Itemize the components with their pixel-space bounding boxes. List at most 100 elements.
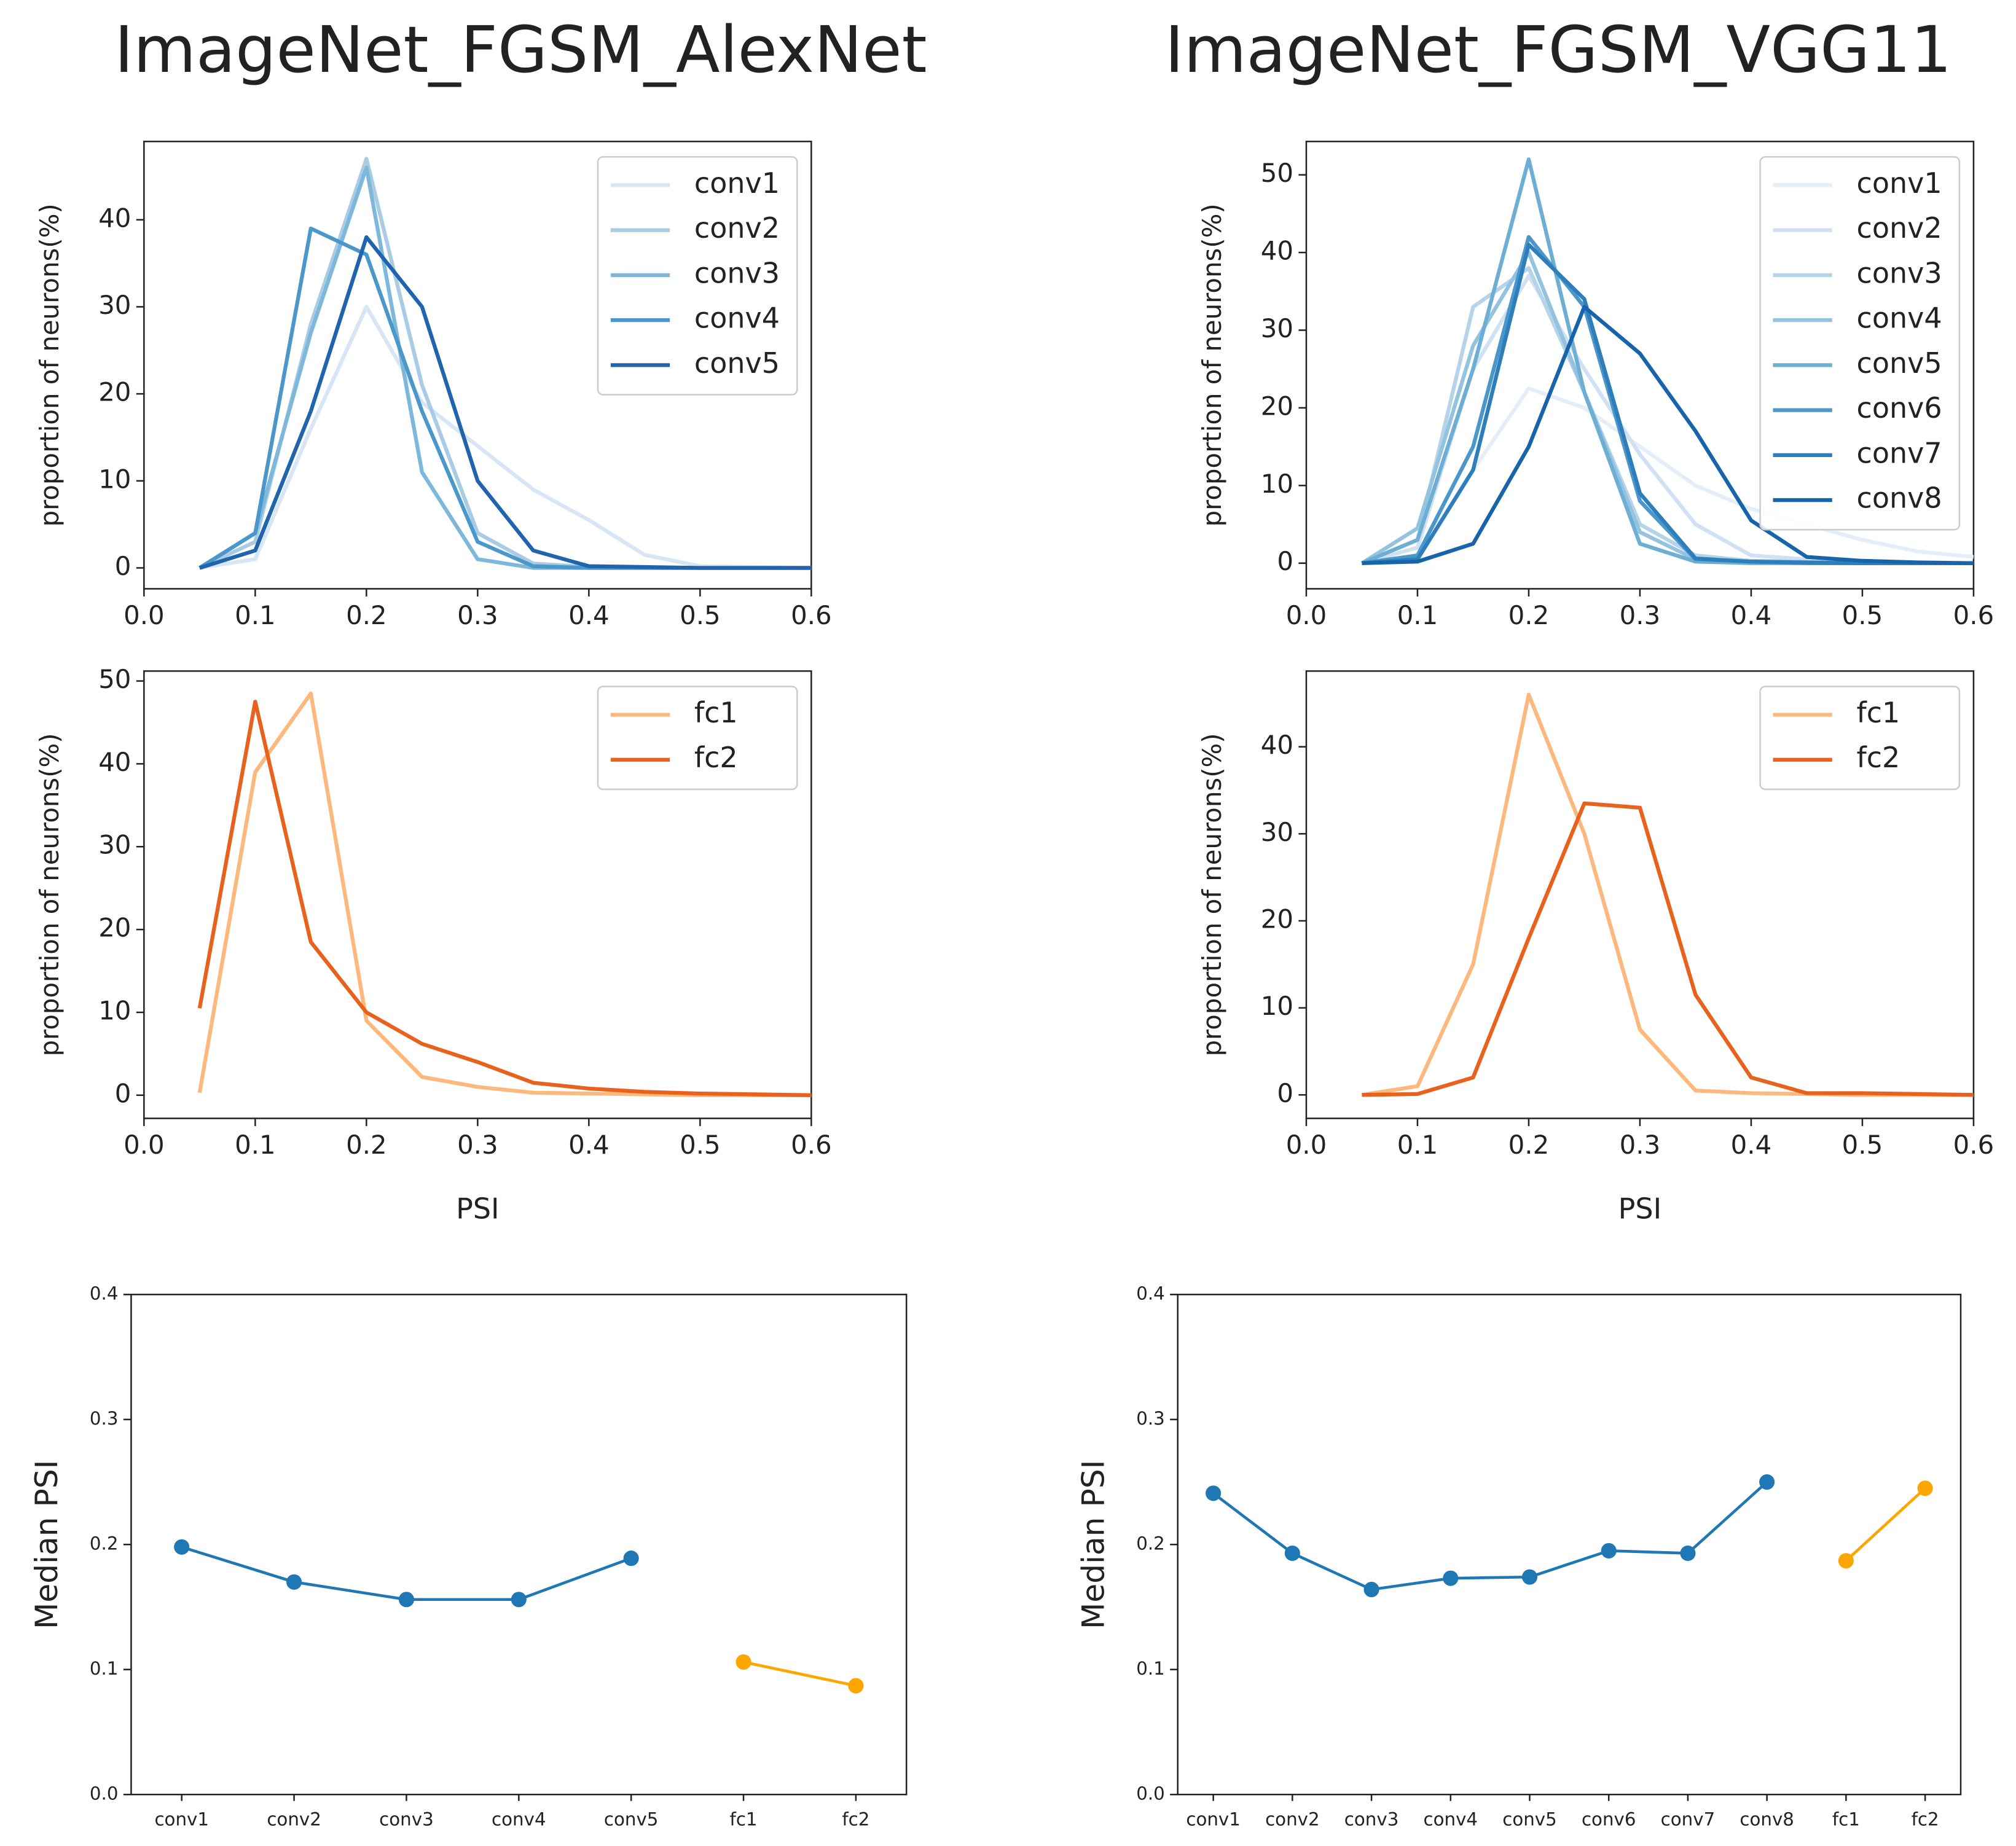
legend-label: conv5: [694, 346, 780, 380]
x-tick-label: conv4: [1424, 1809, 1478, 1830]
point: [1206, 1485, 1222, 1501]
x-tick-label: 0.1: [1397, 1130, 1438, 1160]
series-line: [1362, 305, 1974, 565]
point: [1521, 1569, 1538, 1585]
y-tick-label: 0.1: [1136, 1658, 1165, 1679]
point: [398, 1592, 415, 1608]
legend-label: conv8: [1857, 482, 1942, 515]
x-tick-label: conv1: [154, 1809, 209, 1830]
y-tick-label: 50: [98, 664, 131, 694]
legend-label: conv3: [1857, 256, 1942, 289]
x-tick-label: 0.6: [791, 1130, 832, 1160]
y-axis-label: proportion of neurons(%): [34, 203, 65, 526]
y-tick-label: 0: [115, 551, 131, 581]
legend-label: conv2: [1857, 211, 1942, 244]
x-tick-label: conv3: [1344, 1809, 1399, 1830]
x-tick-label: conv5: [1502, 1809, 1557, 1830]
y-tick-label: 0: [1277, 546, 1293, 576]
y-tick-label: 40: [1261, 730, 1293, 760]
legend-frame: [597, 686, 798, 791]
x-tick-label: conv5: [604, 1809, 659, 1830]
y-tick-label: 0.3: [90, 1408, 119, 1429]
legend-label: fc2: [694, 741, 738, 774]
legend-label: fc1: [1857, 696, 1900, 729]
point: [1601, 1543, 1617, 1559]
point: [848, 1678, 864, 1694]
x-tick-label: conv6: [1582, 1809, 1636, 1830]
x-tick-label: 0.1: [1397, 600, 1438, 630]
legend-label: fc2: [1857, 741, 1900, 774]
x-tick-label: fc1: [730, 1809, 758, 1830]
x-tick-label: 0.5: [1842, 600, 1883, 630]
x-tick-label: 0.6: [1953, 1130, 1994, 1160]
point: [1284, 1545, 1300, 1562]
x-tick-label: conv7: [1661, 1809, 1716, 1830]
x-tick-label: 0.4: [1731, 1130, 1772, 1160]
series-line: [1845, 1487, 1926, 1562]
point: [1759, 1474, 1775, 1490]
x-tick-label: conv2: [267, 1809, 321, 1830]
point: [1443, 1570, 1459, 1586]
point: [735, 1654, 751, 1670]
legend-label: conv4: [694, 302, 780, 335]
x-tick-label: 0.0: [1286, 1130, 1327, 1160]
series-line: [1212, 1480, 1768, 1591]
y-axis-label: proportion of neurons(%): [1197, 733, 1227, 1056]
y-tick-label: 50: [1261, 158, 1293, 188]
y-tick-label: 0.3: [1136, 1408, 1165, 1429]
x-tick-label: 0.4: [568, 1130, 610, 1160]
y-tick-label: 0: [1277, 1078, 1293, 1108]
x-tick-label: 0.5: [1842, 1130, 1883, 1160]
x-axis-label: PSI: [456, 1192, 500, 1226]
series-line: [1362, 801, 1974, 1097]
y-tick-label: 20: [1261, 391, 1293, 421]
x-tick-label: conv8: [1739, 1809, 1794, 1830]
y-tick-label: 0.2: [90, 1533, 119, 1554]
y-axis-label: proportion of neurons(%): [34, 733, 65, 1056]
x-axis-label: PSI: [1618, 1192, 1662, 1226]
y-tick-label: 40: [1261, 236, 1293, 266]
legend-label: conv2: [694, 211, 780, 244]
y-tick-label: 30: [98, 830, 131, 860]
y-tick-label: 20: [1261, 904, 1293, 934]
chart-title: ImageNet_FGSM_VGG11: [1165, 12, 1952, 87]
y-axis-label: Median PSI: [28, 1460, 65, 1629]
x-tick-label: 0.1: [235, 1130, 276, 1160]
y-tick-label: 0.2: [1136, 1533, 1165, 1554]
x-tick-label: 0.4: [568, 600, 610, 630]
legend-label: conv7: [1857, 436, 1942, 469]
y-tick-label: 0.1: [90, 1658, 119, 1679]
y-tick-label: 20: [98, 913, 131, 943]
x-tick-label: fc1: [1832, 1809, 1860, 1830]
series-line: [198, 235, 812, 570]
y-tick-label: 10: [98, 464, 131, 494]
x-tick-label: conv3: [379, 1809, 434, 1830]
x-tick-label: 0.2: [1508, 1130, 1550, 1160]
x-tick-label: fc2: [1912, 1809, 1939, 1830]
point: [1838, 1553, 1854, 1569]
chart-title: ImageNet_FGSM_AlexNet: [114, 12, 927, 87]
y-tick-label: 0.4: [90, 1283, 119, 1304]
y-tick-label: 10: [1261, 991, 1293, 1021]
x-tick-label: 0.0: [124, 1130, 165, 1160]
x-tick-label: conv4: [492, 1809, 546, 1830]
point: [1680, 1545, 1696, 1562]
x-tick-label: 0.6: [791, 600, 832, 630]
y-axis-label: Median PSI: [1075, 1460, 1111, 1629]
x-tick-label: 0.3: [1620, 600, 1661, 630]
x-tick-label: 0.4: [1731, 600, 1772, 630]
plot-frame: [1177, 1293, 1962, 1796]
y-tick-label: 0.0: [90, 1783, 119, 1804]
y-tick-label: 40: [98, 747, 131, 777]
point: [623, 1551, 639, 1566]
series-line: [197, 700, 812, 1097]
y-tick-label: 30: [1261, 817, 1293, 847]
point: [1917, 1480, 1933, 1496]
x-tick-label: 0.0: [124, 600, 165, 630]
y-tick-label: 30: [98, 290, 131, 320]
legend-label: conv6: [1857, 391, 1942, 424]
x-tick-label: 0.2: [1508, 600, 1550, 630]
legend-label: conv1: [694, 166, 780, 200]
x-tick-label: 0.5: [680, 1130, 721, 1160]
